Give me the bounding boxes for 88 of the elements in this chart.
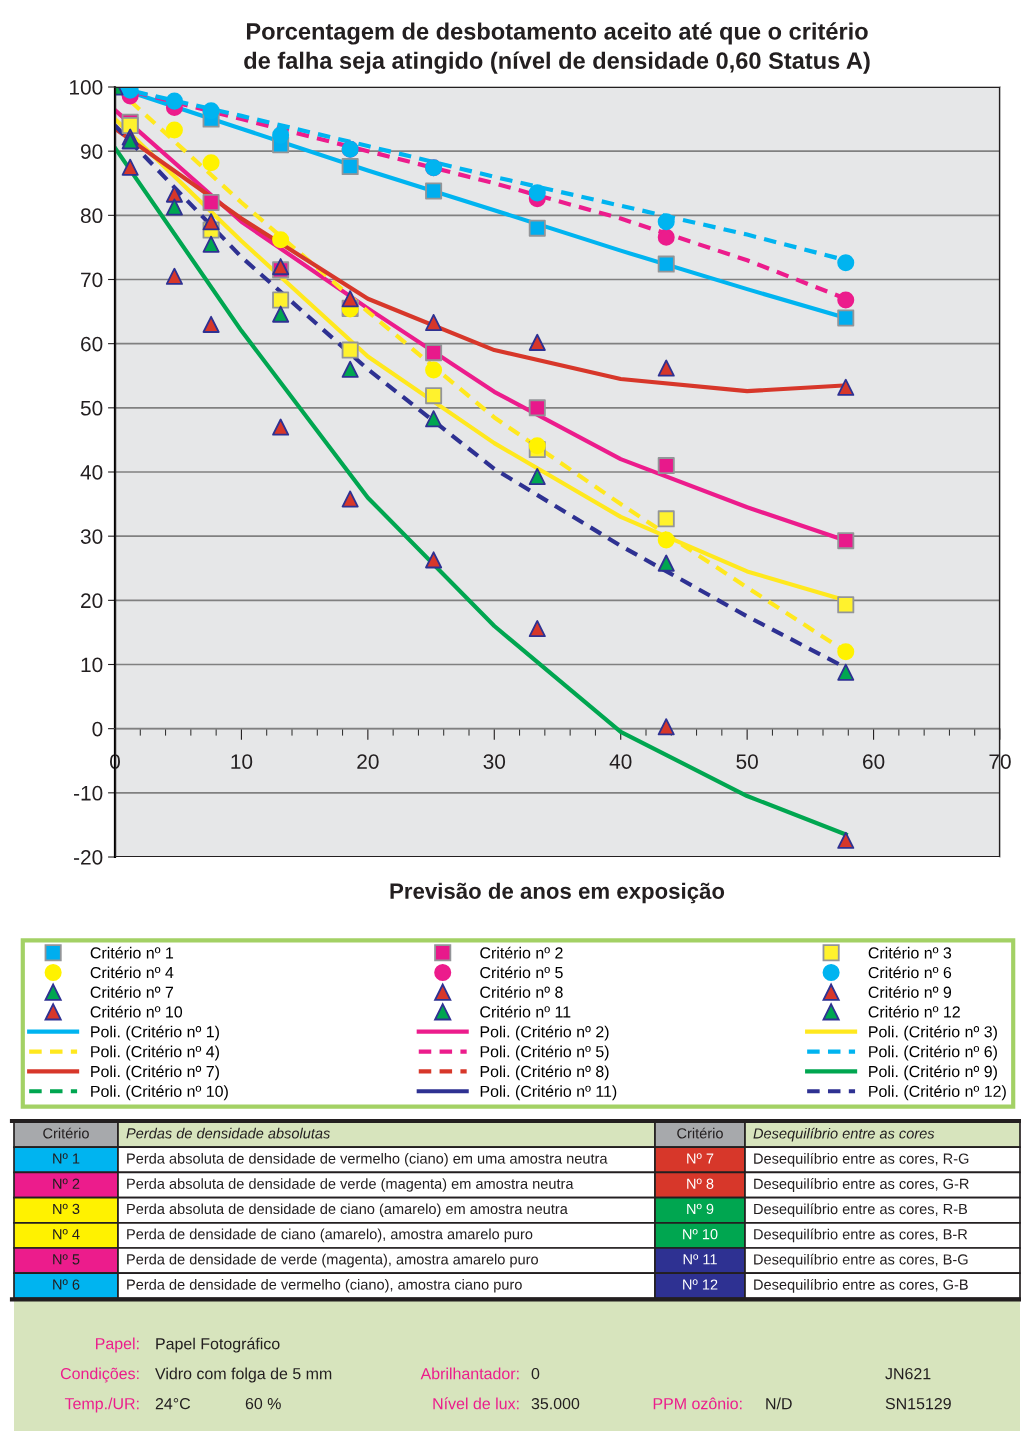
text: Nº 8: [687, 1178, 714, 1189]
legend-label: Poli. (Critério nº 7): [91, 1065, 219, 1081]
text: 35.000: [531, 1397, 580, 1410]
text: Temp./UR:: [64, 1397, 139, 1413]
text: Critério: [677, 1127, 723, 1139]
y-tick-label: 10: [81, 657, 103, 673]
x-axis-title: Previsão de anos em exposição: [390, 882, 725, 904]
legend-label: Critério nº 11: [480, 1005, 571, 1018]
y-tick-label: 90: [81, 144, 103, 159]
legend-label: Poli. (Critério nº 1): [91, 1025, 219, 1041]
text: 0: [531, 1367, 540, 1380]
text: Perda de densidade de vermelho (ciano), amostra ciano puro: [127, 1279, 522, 1293]
y-tick-label: 30: [80, 529, 103, 544]
text: Nível de lux:: [433, 1397, 519, 1410]
text: Nº 2: [53, 1178, 80, 1189]
x-tick-label: 60: [863, 754, 885, 769]
legend-label: Critério nº 12: [868, 1005, 960, 1018]
y-tick-label: 50: [80, 400, 103, 416]
text: Abrilhantador:: [420, 1367, 519, 1380]
text: Nº 10: [683, 1228, 718, 1240]
legend-label: Poli. (Critério nº 2): [480, 1025, 609, 1041]
text: Nº 6: [53, 1279, 80, 1290]
text: Perda absoluta de densidade de vermelho (ciano) em uma amostra neutra: [127, 1153, 608, 1167]
legend-label: Critério nº 7: [90, 985, 174, 998]
text: Nº 9: [687, 1203, 714, 1215]
legend-label: Critério nº 8: [480, 985, 563, 998]
text: Desequilíbrio entre as cores, B-G: [754, 1253, 968, 1268]
legend-label: Critério nº 6: [868, 966, 952, 979]
y-tick-label: 60: [81, 336, 103, 352]
text: Perda absoluta de densidade de verde (magenta) em amostra neutra: [127, 1178, 574, 1192]
x-tick-label: 50: [736, 754, 758, 769]
text: Desequilíbrio entre as cores, G-B: [754, 1278, 968, 1293]
text: Desequilíbrio entre as cores, R-B: [754, 1203, 968, 1218]
y-tick-label: 80: [80, 208, 103, 224]
x-tick-label: 10: [231, 754, 253, 769]
text: Desequilíbrio entre as cores, B-R: [754, 1228, 968, 1243]
legend-label: Critério nº 5: [480, 966, 563, 979]
text: Nº 3: [53, 1203, 80, 1215]
legend-label: Poli. (Critério nº 5): [480, 1045, 609, 1061]
text: Condições:: [60, 1367, 139, 1383]
text: Papel Fotográfico: [156, 1337, 280, 1353]
y-tick-label: 100: [70, 80, 103, 95]
legend-label: Poli. (Critério nº 6): [869, 1045, 997, 1061]
legend-label: Poli. (Critério nº 4): [91, 1045, 219, 1061]
legend-label: Poli. (Critério nº 10): [91, 1085, 228, 1101]
text: Critério: [43, 1127, 89, 1139]
x-tick-label: 40: [609, 754, 632, 769]
legend-label: Critério nº 1: [90, 946, 174, 959]
x-tick-label: 30: [483, 754, 506, 769]
text: N/D: [766, 1397, 792, 1410]
text: Desequilíbrio entre as cores, G-R: [754, 1178, 969, 1192]
legend-label: Critério nº 2: [480, 946, 563, 959]
y-tick-label: 40: [80, 465, 103, 480]
chart-title: Porcentagem de desbotamento aceito até que o critério de falha seja atingido (nível de densidade 0,60 Status A): [244, 22, 870, 74]
y-tick-label: 70: [81, 272, 103, 288]
legend-label: Poli. (Critério nº 9): [869, 1065, 997, 1081]
text: Nº 4: [53, 1228, 80, 1240]
x-tick-label: 20: [357, 754, 379, 769]
text: 60 %: [245, 1397, 281, 1410]
legend-label: Poli. (Critério nº 12): [869, 1085, 1006, 1101]
y-tick-label: 0: [92, 721, 103, 737]
text: Perda absoluta de densidade de ciano (amarelo) em amostra neutra: [127, 1203, 568, 1217]
legend-label: Critério nº 4: [90, 966, 174, 979]
text: Perda de densidade de verde (magenta), amostra amarelo puro: [127, 1253, 539, 1268]
legend-label: Poli. (Critério nº 8): [480, 1065, 609, 1081]
text: SN15129: [885, 1397, 951, 1410]
text: Nº 1: [53, 1153, 80, 1164]
text: 24°C: [155, 1397, 191, 1410]
text: Nº 11: [683, 1254, 717, 1265]
y-tick-label: -20: [74, 850, 103, 865]
text: Nº 5: [53, 1254, 80, 1265]
text: JN621: [885, 1367, 931, 1380]
legend-label: Critério nº 9: [868, 985, 952, 998]
legend-label: Poli. (Critério nº 3): [869, 1025, 997, 1041]
y-tick-label: 20: [81, 593, 103, 609]
text: Nº 12: [683, 1279, 718, 1290]
text: Papel:: [96, 1337, 139, 1353]
text: Desequilíbrio entre as cores: [753, 1127, 935, 1142]
text: Nº 7: [687, 1153, 714, 1164]
text: Perdas de densidade absolutas: [126, 1127, 331, 1139]
text: PPM ozônio:: [653, 1397, 742, 1410]
y-tick-label: -10: [74, 785, 103, 801]
legend-label: Critério nº 3: [868, 946, 952, 959]
legend-label: Poli. (Critério nº 11): [480, 1085, 617, 1101]
legend-label: Critério nº 10: [90, 1005, 183, 1018]
text: Desequilíbrio entre as cores, R-G: [754, 1152, 969, 1167]
text: Perda de densidade de ciano (amarelo), amostra amarelo puro: [127, 1228, 533, 1243]
text: Vidro com folga de 5 mm: [155, 1367, 332, 1383]
